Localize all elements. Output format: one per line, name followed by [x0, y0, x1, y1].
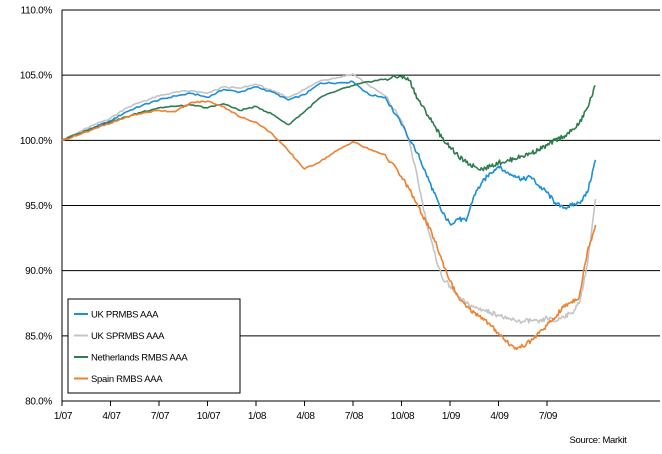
y-tick-label: 90.0%	[25, 266, 52, 277]
y-tick-label: 85.0%	[25, 331, 52, 342]
x-tick-label: 7/09	[539, 411, 558, 422]
x-tick-label: 1/07	[54, 411, 73, 422]
x-tick-label: 7/07	[151, 411, 170, 422]
x-tick-label: 4/08	[296, 411, 315, 422]
x-tick-label: 1/08	[248, 411, 267, 422]
x-tick-label: 4/09	[490, 411, 509, 422]
series-line-3	[61, 100, 597, 351]
y-axis: 80.0% 85.0% 90.0% 95.0% 100.0% 105.0% 110.0%	[20, 6, 63, 408]
legend-label: UK SPRMBS AAA	[91, 331, 165, 342]
y-tick-label: 110.0%	[21, 6, 53, 17]
series-line-2	[61, 74, 596, 172]
x-tick-label: 10/08	[391, 411, 415, 422]
legend-label: Netherlands RMBS AAA	[91, 353, 188, 364]
series-lines	[61, 73, 597, 351]
legend: UK PRMBS AAA UK SPRMBS AAA Netherlands RMB…	[67, 298, 241, 394]
x-tick-label: 10/07	[197, 411, 221, 422]
x-axis: 1/07 4/07 7/07 10/07 1/08 4/08 7/08 10/08 1/09 4/…	[54, 400, 660, 422]
x-tick-label: 7/08	[345, 411, 364, 422]
legend-box	[67, 298, 241, 394]
y-tick-label: 100.0%	[20, 136, 53, 147]
legend-label: UK PRMBS AAA	[91, 310, 159, 321]
source-label: Source: Markit	[569, 435, 627, 446]
y-tick-label: 95.0%	[25, 201, 52, 212]
x-tick-label: 1/09	[442, 411, 461, 422]
series-line-1	[61, 73, 597, 324]
series-line-0	[61, 80, 597, 226]
x-tick-label: 4/07	[102, 411, 121, 422]
y-tick-label: 80.0%	[25, 397, 52, 408]
y-tick-label: 105.0%	[20, 71, 53, 82]
legend-label: Spain RMBS AAA	[91, 374, 163, 385]
